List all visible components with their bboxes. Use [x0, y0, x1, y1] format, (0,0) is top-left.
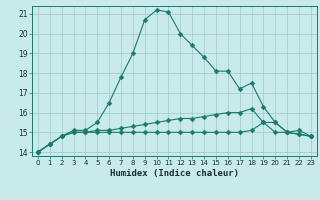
X-axis label: Humidex (Indice chaleur): Humidex (Indice chaleur)	[110, 169, 239, 178]
